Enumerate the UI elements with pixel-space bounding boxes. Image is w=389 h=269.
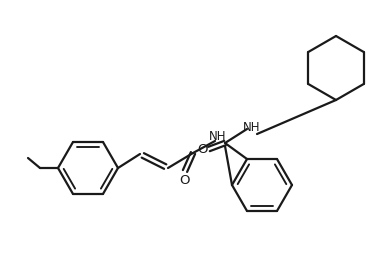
Text: O: O xyxy=(198,143,208,155)
Text: NH: NH xyxy=(209,130,227,143)
Text: O: O xyxy=(180,174,190,186)
Text: NH: NH xyxy=(243,121,261,133)
